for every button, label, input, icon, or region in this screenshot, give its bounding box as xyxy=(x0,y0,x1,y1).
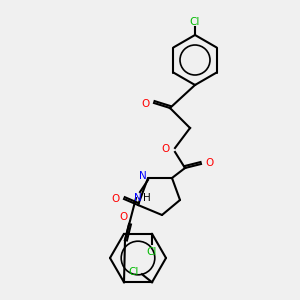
Text: H: H xyxy=(143,193,151,203)
Text: Cl: Cl xyxy=(190,17,200,27)
Text: O: O xyxy=(142,99,150,109)
Text: Cl: Cl xyxy=(147,247,157,257)
Text: O: O xyxy=(205,158,213,168)
Text: N: N xyxy=(139,171,147,181)
Text: O: O xyxy=(162,144,170,154)
Text: N: N xyxy=(134,193,142,203)
Text: O: O xyxy=(112,194,120,204)
Text: Cl: Cl xyxy=(129,267,139,277)
Text: O: O xyxy=(119,212,127,222)
